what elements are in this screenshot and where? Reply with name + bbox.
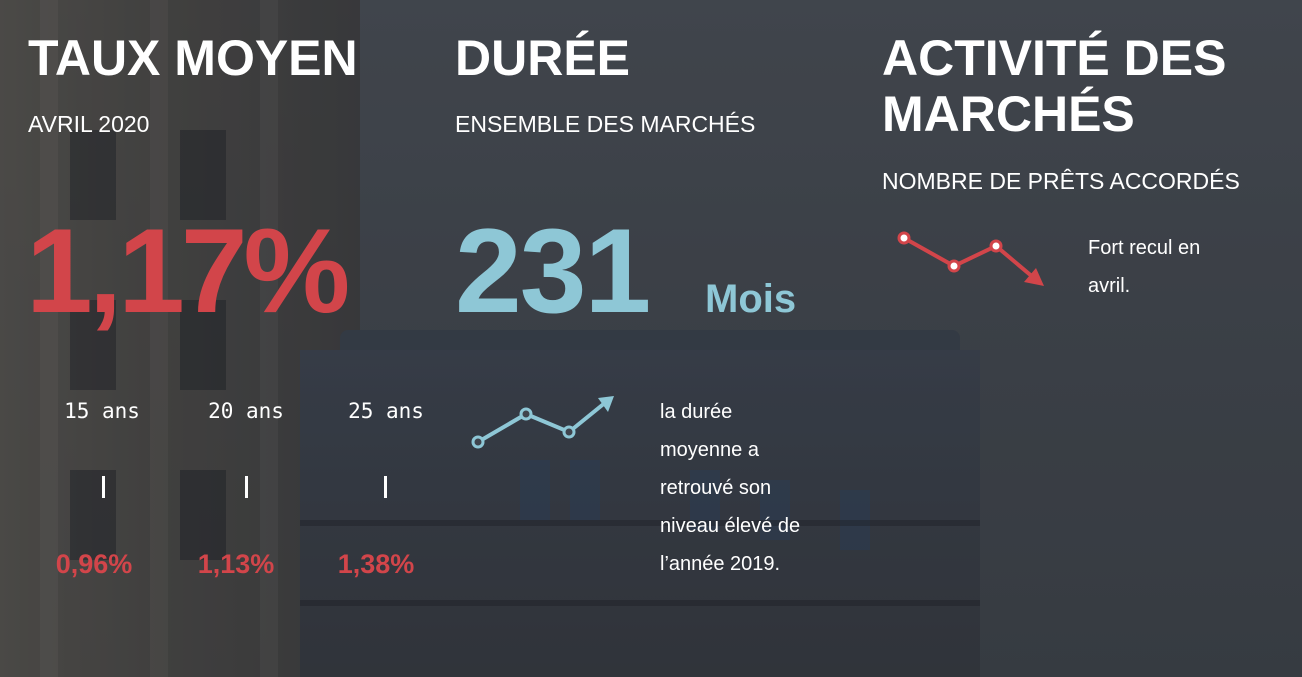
trend-down-icon: [897, 231, 1044, 286]
term-rate-25: 1,38%: [337, 549, 415, 579]
term-divider-15: [102, 476, 105, 498]
term-label-20: 20 ans: [208, 399, 284, 423]
duree-note-line-4: niveau élevé de: [660, 515, 801, 537]
duree-note-line-1: la durée: [660, 401, 733, 423]
activite-title: ACTIVITÉ DES MARCHÉS: [882, 30, 1226, 142]
taux-subtitle: AVRIL 2020: [28, 111, 150, 137]
term-label-25: 25 ans: [348, 399, 424, 423]
duree-note-line-5: l’année 2019.: [660, 553, 781, 575]
activite-subtitle: NOMBRE DE PRÊTS ACCORDÉS: [882, 168, 1240, 194]
duree-subtitle: ENSEMBLE DES MARCHÉS: [455, 111, 756, 137]
duree-title: DURÉE: [455, 30, 631, 86]
activite-title-line-1: ACTIVITÉ DES: [882, 30, 1227, 86]
building-left: [0, 0, 360, 677]
term-rate-20: 1,13%: [197, 549, 275, 579]
duree-note-line-2: moyenne a: [660, 439, 759, 461]
taux-value: 1,17%: [26, 204, 350, 338]
term-divider-20: [245, 476, 248, 498]
activite-note-line-2: avril.: [1088, 275, 1131, 297]
activite-note-line-1: Fort recul en: [1088, 237, 1201, 259]
activite-title-line-2: MARCHÉS: [882, 86, 1135, 142]
duree-note-line-3: retrouvé son: [660, 477, 772, 499]
duree-note: la durée moyenne a retrouvé son niveau é…: [660, 393, 800, 583]
duree-unit: Mois: [705, 277, 797, 321]
taux-title: TAUX MOYEN: [28, 30, 358, 86]
duree-value: 231: [455, 204, 651, 338]
term-label-15: 15 ans: [64, 399, 140, 423]
activite-note: Fort recul en avril.: [1088, 229, 1200, 305]
term-rate-15: 0,96%: [55, 549, 133, 579]
trend-up-icon: [471, 396, 614, 449]
term-divider-25: [384, 476, 387, 498]
building-center: [300, 350, 980, 677]
